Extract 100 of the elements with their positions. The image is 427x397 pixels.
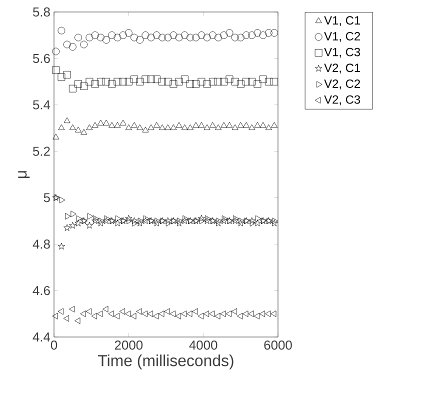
point bbox=[86, 78, 94, 86]
x-tick-label: 6000 bbox=[264, 340, 292, 350]
point bbox=[144, 215, 150, 222]
y-tick-label: 5 bbox=[44, 193, 50, 202]
point bbox=[76, 215, 82, 222]
point bbox=[209, 122, 216, 128]
point bbox=[63, 40, 71, 48]
point bbox=[214, 78, 222, 86]
x-tick-label: 4000 bbox=[189, 340, 218, 350]
point bbox=[114, 78, 122, 86]
legend-label: V2, C2 bbox=[324, 79, 360, 90]
point bbox=[164, 124, 172, 130]
point bbox=[164, 308, 170, 315]
point bbox=[248, 78, 256, 86]
point bbox=[248, 32, 256, 39]
point bbox=[120, 120, 126, 126]
point bbox=[58, 124, 65, 130]
point bbox=[58, 242, 65, 250]
point bbox=[231, 78, 239, 86]
point bbox=[236, 34, 244, 42]
point bbox=[231, 308, 238, 315]
point bbox=[259, 76, 267, 84]
point bbox=[96, 78, 104, 86]
point bbox=[254, 312, 260, 320]
y-tick-label: 4.6 bbox=[32, 286, 50, 296]
point bbox=[80, 129, 88, 135]
point bbox=[164, 78, 172, 86]
point bbox=[52, 134, 60, 140]
point bbox=[164, 217, 172, 224]
point bbox=[114, 34, 122, 42]
point bbox=[170, 217, 177, 224]
point bbox=[102, 78, 110, 86]
point bbox=[126, 218, 132, 224]
point bbox=[74, 220, 82, 226]
point bbox=[256, 215, 262, 222]
point bbox=[208, 32, 216, 39]
point bbox=[177, 218, 183, 224]
point bbox=[104, 215, 110, 222]
point bbox=[108, 122, 116, 128]
point bbox=[108, 80, 116, 88]
point bbox=[58, 73, 66, 81]
point bbox=[248, 124, 256, 130]
legend-label: V1, C2 bbox=[324, 32, 360, 42]
point bbox=[136, 308, 142, 315]
legend-label: V1, C3 bbox=[324, 48, 360, 58]
point bbox=[198, 32, 206, 39]
point bbox=[74, 34, 82, 42]
point bbox=[187, 124, 194, 130]
point bbox=[181, 124, 188, 130]
point bbox=[138, 218, 144, 224]
point bbox=[170, 32, 178, 39]
point bbox=[232, 124, 238, 130]
point bbox=[186, 80, 194, 88]
point bbox=[52, 48, 60, 56]
point bbox=[164, 34, 172, 42]
point bbox=[215, 124, 222, 130]
point bbox=[80, 40, 88, 48]
point bbox=[63, 70, 71, 78]
point bbox=[142, 32, 150, 39]
point bbox=[180, 310, 187, 318]
point bbox=[270, 78, 278, 86]
point bbox=[130, 34, 138, 42]
point bbox=[125, 214, 132, 222]
point bbox=[236, 80, 244, 88]
point bbox=[198, 214, 205, 222]
x-axis-title: Time (milliseconds) bbox=[98, 354, 234, 370]
point bbox=[176, 220, 183, 226]
point bbox=[226, 310, 232, 318]
point bbox=[214, 312, 220, 320]
point bbox=[200, 218, 206, 224]
point bbox=[192, 122, 200, 128]
y-axis-title: μ bbox=[18, 171, 30, 178]
y-tick-label: 5.2 bbox=[32, 146, 50, 156]
point bbox=[96, 34, 104, 42]
point bbox=[175, 34, 183, 42]
point bbox=[186, 310, 192, 318]
point bbox=[180, 32, 188, 39]
point bbox=[216, 218, 222, 224]
point bbox=[170, 80, 178, 88]
y-tick-label: 5.4 bbox=[32, 100, 50, 110]
point bbox=[86, 308, 92, 315]
point bbox=[97, 120, 104, 126]
point bbox=[170, 124, 177, 130]
point bbox=[86, 34, 94, 42]
point bbox=[131, 122, 138, 128]
point bbox=[124, 78, 132, 86]
legend-label: V2, C1 bbox=[324, 64, 360, 74]
point bbox=[272, 218, 278, 224]
point bbox=[248, 310, 254, 318]
point bbox=[68, 84, 76, 92]
point bbox=[102, 306, 108, 312]
point bbox=[108, 310, 114, 318]
y-tick-label: 4.4 bbox=[32, 332, 50, 342]
point bbox=[243, 122, 250, 128]
legend-label: V1, C1 bbox=[324, 16, 360, 26]
point bbox=[68, 43, 76, 51]
point bbox=[75, 126, 82, 132]
point bbox=[222, 215, 228, 222]
point bbox=[74, 318, 80, 324]
point bbox=[176, 122, 182, 128]
